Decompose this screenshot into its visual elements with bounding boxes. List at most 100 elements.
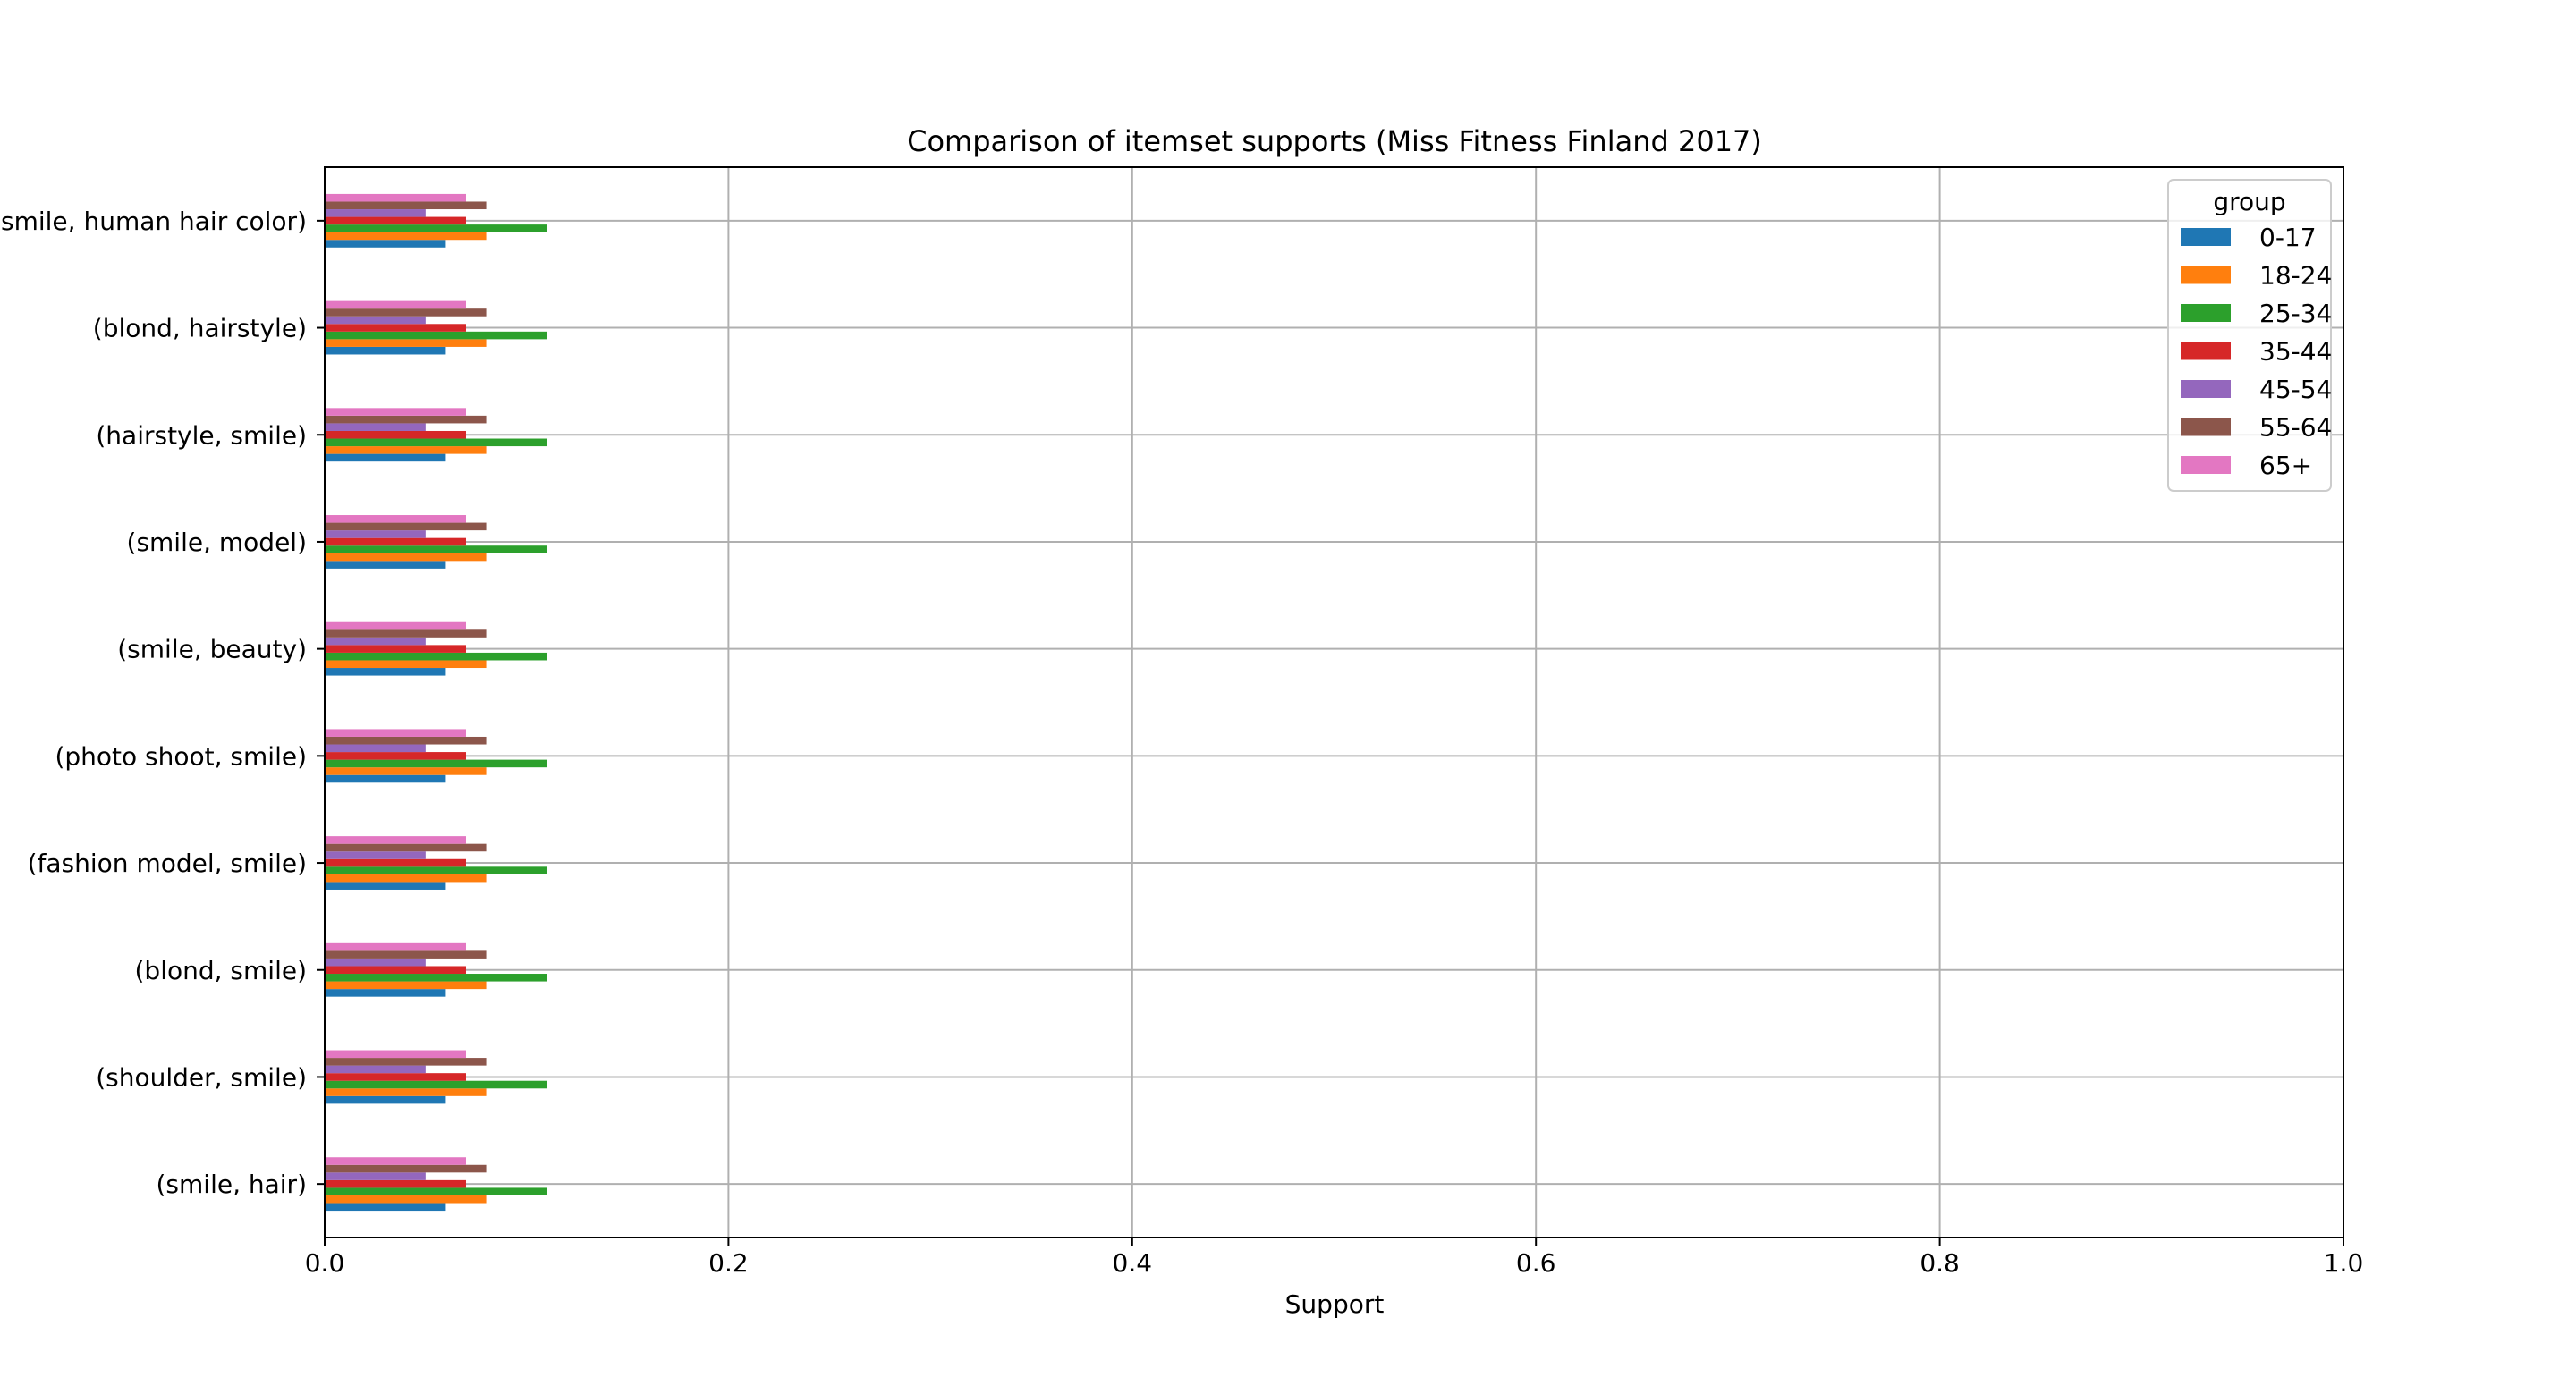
bar-0-17 bbox=[325, 346, 446, 355]
bar-35-44 bbox=[325, 1179, 466, 1188]
bar-65+ bbox=[325, 515, 466, 523]
bar-45-54 bbox=[325, 1172, 426, 1180]
y-tick-label: (hairstyle, smile) bbox=[96, 420, 307, 450]
bar-25-34 bbox=[325, 224, 547, 232]
legend-swatch bbox=[2181, 418, 2231, 436]
bar-18-24 bbox=[325, 446, 487, 454]
legend-label: 55-64 bbox=[2259, 413, 2332, 443]
bar-0-17 bbox=[325, 1095, 446, 1104]
legend-frame bbox=[2167, 179, 2332, 492]
x-tick-label: 0.0 bbox=[305, 1248, 345, 1278]
bar-25-34 bbox=[325, 974, 547, 982]
x-tick-label: 0.8 bbox=[1919, 1248, 1960, 1278]
bar-0-17 bbox=[325, 668, 446, 676]
bar-0-17 bbox=[325, 240, 446, 248]
y-tick-label: (smile, human hair color) bbox=[0, 207, 307, 236]
bar-35-44 bbox=[325, 324, 466, 332]
bar-0-17 bbox=[325, 774, 446, 783]
bar-65+ bbox=[325, 836, 466, 844]
plot-area-frame bbox=[324, 166, 2344, 1238]
legend-swatch bbox=[2181, 342, 2231, 360]
y-axis-ticks: (smile, hair) (shoulder, smile) (blond, sm… bbox=[0, 207, 325, 1199]
bar-45-54 bbox=[325, 744, 426, 753]
bar-18-24 bbox=[325, 660, 487, 669]
y-tick-label: (smile, hair) bbox=[157, 1170, 308, 1199]
grid-lines bbox=[324, 167, 2344, 1238]
x-axis-ticks: 0.0 0.2 0.4 0.6 0.8 1.0 bbox=[305, 1238, 2364, 1278]
bar-35-44 bbox=[325, 966, 466, 975]
bar-45-54 bbox=[325, 958, 426, 967]
x-tick-label: 0.2 bbox=[708, 1248, 749, 1278]
bar-55-64 bbox=[325, 843, 487, 852]
legend-swatch bbox=[2181, 456, 2231, 474]
legend-label: 18-24 bbox=[2259, 261, 2332, 291]
bar-55-64 bbox=[325, 1058, 487, 1066]
bar-35-44 bbox=[325, 537, 466, 546]
bar-18-24 bbox=[325, 232, 487, 241]
bar-35-44 bbox=[325, 216, 466, 225]
legend: group 0-17 18-24 25-34 35-44 45-54 55-64 65+ bbox=[2167, 179, 2332, 492]
bar-35-44 bbox=[325, 645, 466, 653]
chart-title: Comparison of itemset supports (Miss Fit… bbox=[907, 124, 1762, 158]
bars bbox=[325, 193, 547, 1212]
bar-45-54 bbox=[325, 530, 426, 538]
bar-65+ bbox=[325, 729, 466, 737]
y-tick-label: (fashion model, smile) bbox=[28, 849, 307, 878]
bar-25-34 bbox=[325, 1187, 547, 1195]
x-tick-label: 1.0 bbox=[2324, 1248, 2364, 1278]
bar-18-24 bbox=[325, 767, 487, 775]
y-tick-label: (photo shoot, smile) bbox=[55, 741, 307, 771]
bar-18-24 bbox=[325, 981, 487, 990]
x-axis-label: Support bbox=[1285, 1289, 1385, 1319]
bar-25-34 bbox=[325, 759, 547, 768]
bar-65+ bbox=[325, 193, 466, 202]
bar-25-34 bbox=[325, 1080, 547, 1089]
bar-45-54 bbox=[325, 423, 426, 431]
legend-label: 25-34 bbox=[2259, 299, 2332, 328]
bar-45-54 bbox=[325, 1065, 426, 1074]
bar-35-44 bbox=[325, 430, 466, 439]
bar-35-44 bbox=[325, 1073, 466, 1081]
legend-items: 0-17 18-24 25-34 35-44 45-54 55-64 65+ bbox=[2181, 223, 2332, 480]
bar-25-34 bbox=[325, 866, 547, 874]
legend-swatch bbox=[2181, 228, 2231, 246]
y-tick-label: (smile, model) bbox=[127, 528, 307, 557]
y-tick-label: (shoulder, smile) bbox=[96, 1062, 307, 1092]
legend-label: 65+ bbox=[2259, 451, 2312, 480]
legend-swatch bbox=[2181, 304, 2231, 322]
bar-25-34 bbox=[325, 545, 547, 553]
bar-18-24 bbox=[325, 874, 487, 883]
bar-55-64 bbox=[325, 522, 487, 531]
bar-18-24 bbox=[325, 1088, 487, 1096]
bar-55-64 bbox=[325, 1164, 487, 1173]
bar-65+ bbox=[325, 621, 466, 630]
bar-0-17 bbox=[325, 561, 446, 569]
bar-0-17 bbox=[325, 1203, 446, 1212]
bar-55-64 bbox=[325, 201, 487, 210]
bar-18-24 bbox=[325, 339, 487, 347]
bar-45-54 bbox=[325, 637, 426, 646]
bar-55-64 bbox=[325, 736, 487, 745]
bar-45-54 bbox=[325, 209, 426, 217]
y-tick-label: (blond, hairstyle) bbox=[93, 314, 307, 343]
bar-25-34 bbox=[325, 652, 547, 661]
bar-35-44 bbox=[325, 858, 466, 867]
y-tick-label: (smile, beauty) bbox=[117, 635, 307, 664]
legend-label: 35-44 bbox=[2259, 337, 2332, 367]
bar-65+ bbox=[325, 1157, 466, 1165]
bar-65+ bbox=[325, 300, 466, 309]
bar-55-64 bbox=[325, 415, 487, 424]
legend-label: 45-54 bbox=[2259, 375, 2332, 404]
bar-55-64 bbox=[325, 308, 487, 317]
bar-25-34 bbox=[325, 331, 547, 340]
y-tick-label: (blond, smile) bbox=[135, 956, 308, 985]
bar-35-44 bbox=[325, 752, 466, 760]
legend-swatch bbox=[2181, 266, 2231, 284]
legend-title: group bbox=[2213, 187, 2285, 216]
bar-0-17 bbox=[325, 882, 446, 890]
bar-45-54 bbox=[325, 316, 426, 325]
x-tick-label: 0.4 bbox=[1113, 1248, 1153, 1278]
bar-65+ bbox=[325, 1050, 466, 1059]
bar-65+ bbox=[325, 408, 466, 416]
